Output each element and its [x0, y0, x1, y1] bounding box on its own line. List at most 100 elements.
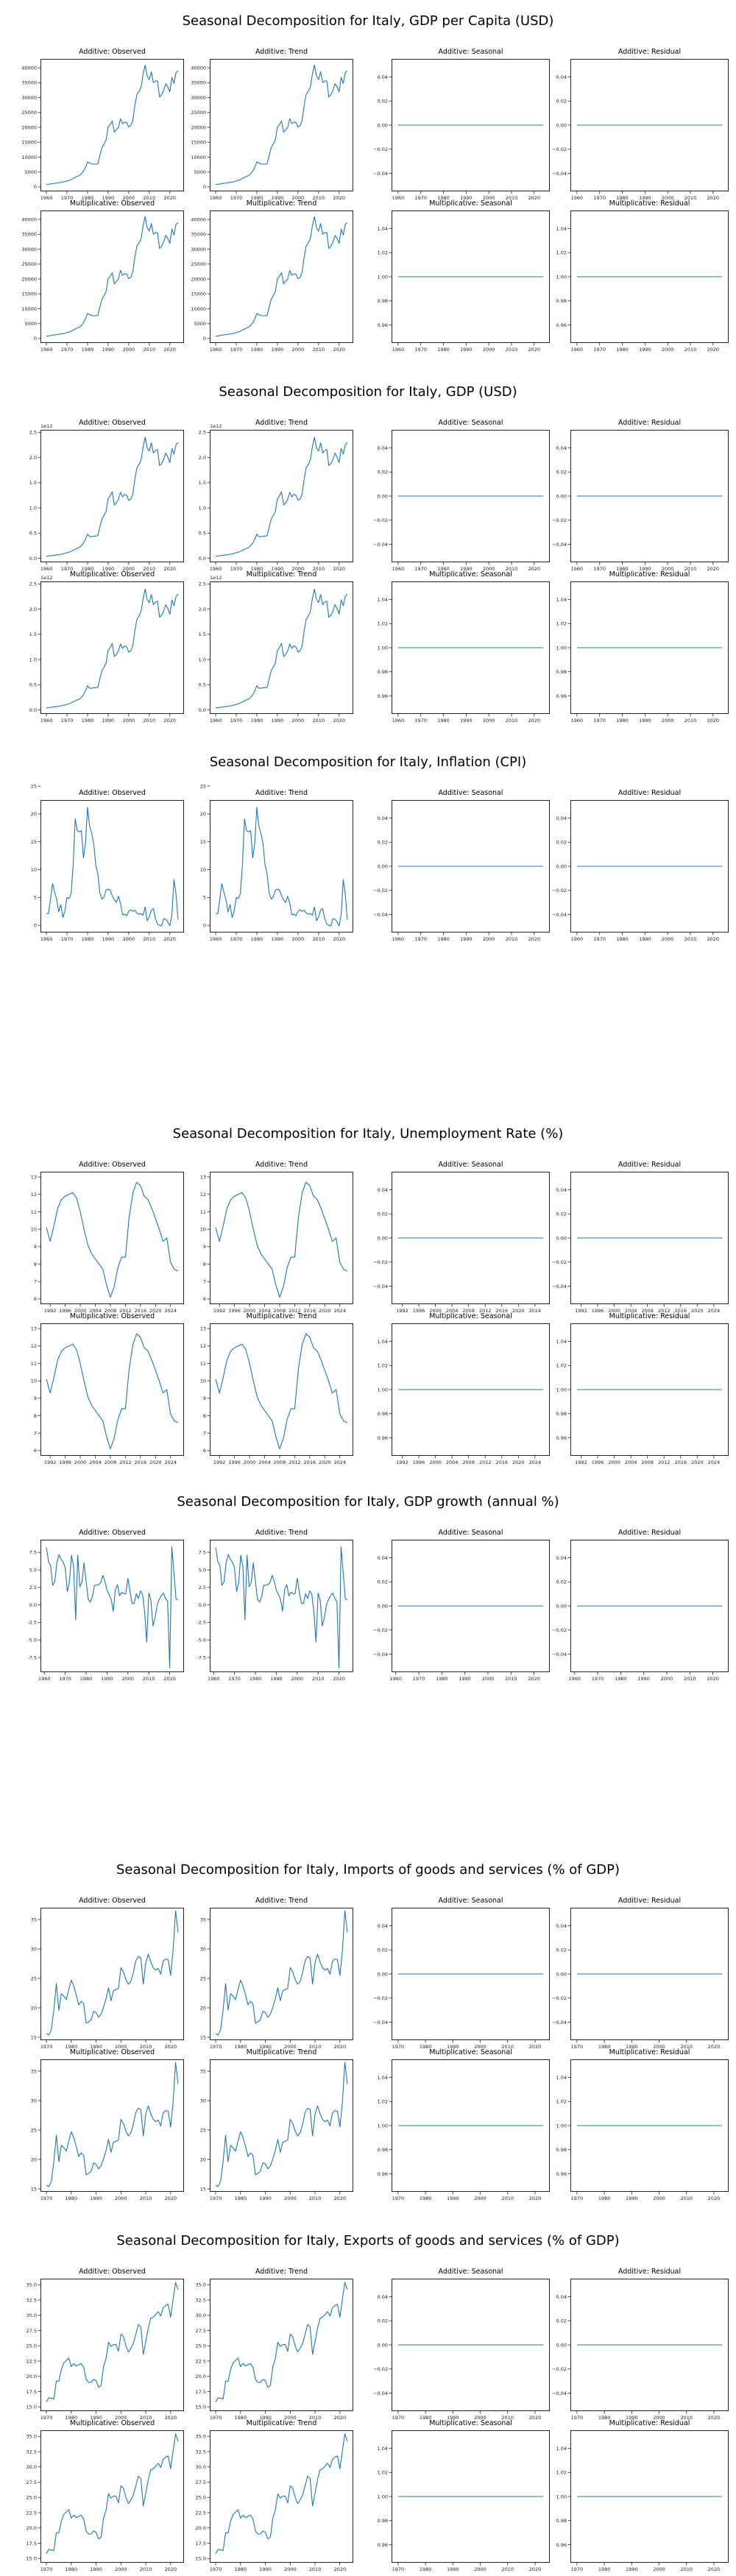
x-tick-label: 1960: [210, 347, 222, 353]
y-tick-label: 10000: [191, 306, 206, 312]
x-tick-label: 2020: [333, 936, 345, 942]
x-tick-label: 1980: [251, 936, 263, 942]
y-tick-label: 0.04: [378, 815, 388, 821]
x-tick-label: 2010: [680, 2044, 693, 2050]
x-tick-label: 1970: [593, 195, 606, 201]
x-tick-label: 1970: [593, 566, 606, 572]
y-tick-label: −0.04: [552, 171, 567, 177]
x-tick-label: 2010: [684, 195, 697, 201]
panel-title: Additive: Seasonal: [438, 1897, 503, 1905]
y-tick-label: −0.04: [552, 1652, 567, 1657]
y-tick-label: −0.02: [373, 517, 388, 523]
panel-title: Multiplicative: Observed: [69, 2419, 155, 2427]
x-tick-label: 1990: [272, 195, 284, 201]
y-tick-label: 0.96: [556, 2171, 567, 2177]
series-line-obs: [46, 216, 179, 337]
x-tick-label: 2020: [334, 2195, 347, 2201]
y-tick-label: 1.04: [378, 226, 388, 232]
x-tick-label: 1970: [571, 2415, 584, 2421]
y-tick-label: 0.04: [378, 2294, 388, 2300]
x-tick-label: 1980: [436, 1676, 448, 1682]
y-tick-label: 2.5: [29, 581, 37, 587]
x-tick-label: 2000: [291, 1676, 304, 1682]
panel-growth-add-trend: Additive: Trend 1960 1970 1980 1990 2000 2010 2…: [197, 1529, 353, 1682]
y-tick-label: 0.00: [378, 1235, 388, 1241]
panel-gdppc-add-obs: Additive: Observed 1960 1970 1980 1990 2000 20…: [21, 48, 184, 201]
y-tick-label: 0.02: [556, 840, 567, 846]
plot-axes: [210, 430, 353, 562]
y-tick-label: -2.5: [27, 1620, 37, 1626]
x-tick-label: 2010: [140, 2044, 152, 2050]
y-tick-label: −0.04: [552, 1284, 567, 1289]
x-tick-label: 2010: [309, 2195, 322, 2201]
x-tick-label: 1992: [44, 1459, 57, 1465]
x-tick-label: 1960: [40, 195, 53, 201]
x-tick-label: 1990: [90, 2566, 102, 2572]
series-line-obs: [46, 807, 179, 927]
x-tick-label: 1980: [615, 1676, 627, 1682]
y-tick-label: 25000: [21, 261, 37, 267]
panel-imports-mul-seas: Multiplicative: Seasonal 1970 1980 1990 2000…: [378, 2048, 550, 2201]
y-tick-label: 20000: [21, 124, 37, 130]
x-tick-label: 1980: [235, 2566, 247, 2572]
panel-gdp-mul-trend: Multiplicative: Trend 1960 1970 1980 1990 200…: [199, 570, 353, 723]
y-tick-label: 15: [31, 2186, 37, 2192]
x-tick-label: 2020: [163, 936, 176, 942]
x-tick-label: 2000: [115, 2566, 127, 2572]
y-tick-label: 20.0: [196, 2525, 206, 2531]
panel-unemp-add-resid: Additive: Residual 1992 1996 2000 2004 2008 20…: [552, 1161, 729, 1314]
x-tick-label: 1980: [598, 2195, 611, 2201]
x-tick-label: 1990: [102, 936, 115, 942]
panel-plot-svg: 1970 1980 1990 2000 2010 2020 15 20 25 30 35: [31, 2062, 179, 2201]
y-tick-label: 40000: [191, 216, 206, 222]
series-line-obs: [46, 2282, 179, 2402]
plot-axes: [210, 1323, 353, 1456]
x-tick-label: 1980: [235, 2415, 247, 2421]
series-line-obs: [46, 1546, 179, 1669]
y-tick-label: 0.96: [378, 322, 388, 328]
y-tick-label: 15: [31, 2034, 37, 2040]
panel-title: Multiplicative: Seasonal: [429, 570, 512, 578]
y-tick-label: 1.02: [378, 621, 388, 627]
y-tick-label: 0.96: [556, 322, 567, 328]
y-tick-label: 13: [200, 1326, 206, 1331]
x-tick-label: 1990: [637, 1676, 650, 1682]
x-tick-label: 2020: [707, 566, 720, 572]
x-tick-label: 1990: [101, 1676, 113, 1682]
panel-plot-svg: 1960 1970 1980 1990 2000 2010 2020 0.0 0.5 1.0 1.5…: [29, 423, 179, 572]
x-tick-label: 2010: [506, 195, 518, 201]
x-tick-label: 1970: [230, 718, 243, 723]
panel-title: Multiplicative: Observed: [69, 2048, 155, 2056]
y-tick-label: 0.00: [378, 122, 388, 128]
y-tick-label: −0.02: [552, 517, 567, 523]
x-tick-label: 2024: [164, 1308, 177, 1314]
y-tick-label: 9: [34, 1395, 37, 1401]
panel-title: Multiplicative: Residual: [609, 2419, 690, 2427]
y-tick-label: 1.00: [378, 274, 388, 280]
x-tick-label: 2020: [528, 718, 541, 723]
x-tick-label: 2020: [165, 2195, 177, 2201]
y-tick-label: 0.96: [378, 693, 388, 699]
panel-title: Additive: Seasonal: [438, 789, 503, 797]
axis-offset-label: 1e12: [40, 423, 52, 429]
x-tick-label: 2004: [625, 1459, 637, 1465]
x-tick-label: 1970: [61, 936, 74, 942]
x-tick-label: 1980: [420, 2415, 432, 2421]
x-tick-label: 1960: [571, 936, 584, 942]
x-tick-label: 2010: [143, 1676, 155, 1682]
panel-title: Additive: Observed: [79, 789, 146, 797]
y-tick-label: 13: [31, 1174, 37, 1180]
panel-cpi-add-seas: Additive: Seasonal 1960 1970 1980 1990 2000 20…: [373, 789, 550, 942]
y-tick-label: 11: [31, 1361, 37, 1367]
y-tick-label: 17.5: [196, 2389, 206, 2395]
panel-title: Additive: Observed: [79, 2268, 146, 2276]
series-line-obs: [46, 436, 179, 557]
panel-gdp-add-obs: Additive: Observed 1960 1970 1980 1990 2000 20…: [29, 419, 184, 572]
x-tick-label: 2024: [333, 1308, 346, 1314]
x-tick-label: 1996: [59, 1308, 71, 1314]
x-tick-label: 2010: [684, 718, 697, 723]
y-tick-label: 0.04: [378, 74, 388, 80]
y-tick-label: 20: [31, 811, 37, 817]
x-tick-label: 2020: [149, 1459, 162, 1465]
y-tick-label: 25000: [21, 110, 37, 116]
